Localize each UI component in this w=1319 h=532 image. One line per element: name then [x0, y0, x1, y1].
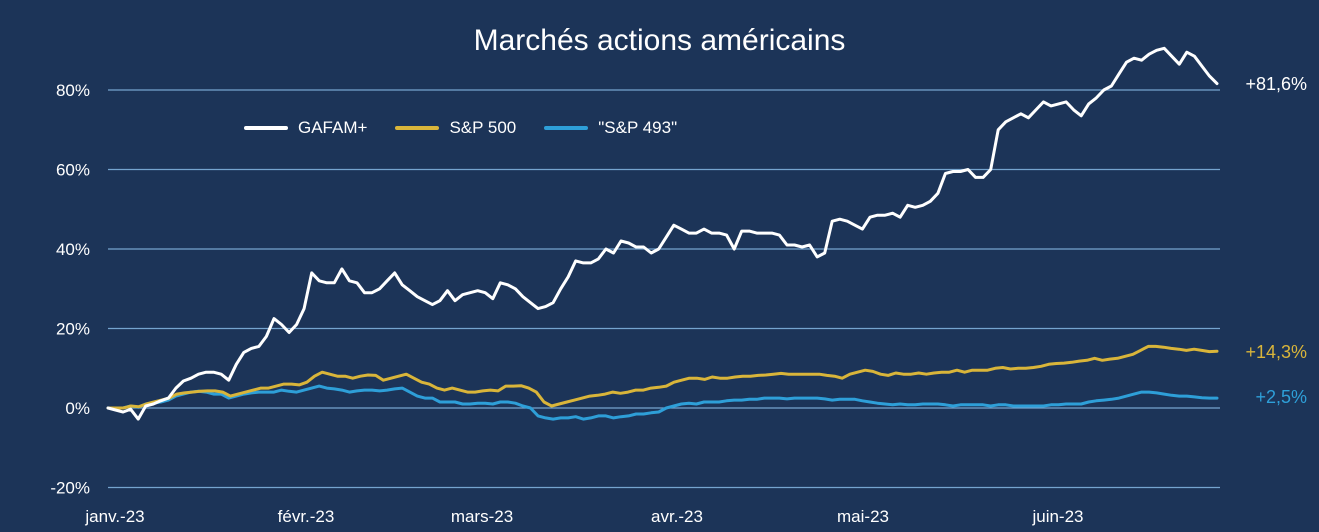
series-line-0 [106, 46, 1219, 421]
series-line-1 [106, 344, 1219, 410]
x-tick-label: janv.-23 [84, 507, 144, 526]
y-tick-label: 0% [65, 399, 90, 418]
legend-item-gafam: GAFAM+ [244, 118, 367, 138]
legend-swatch-gafam [244, 126, 288, 130]
y-tick-label: 80% [56, 81, 90, 100]
x-tick-label: mai-23 [837, 507, 889, 526]
x-tick-label: févr.-23 [278, 507, 335, 526]
y-tick-label: 60% [56, 161, 90, 180]
legend: GAFAM+ S&P 500 "S&P 493" [244, 118, 677, 138]
legend-label-sp493: "S&P 493" [598, 118, 678, 137]
x-tick-label: mars-23 [451, 507, 513, 526]
end-label-gafam: +81,6% [1245, 74, 1307, 94]
y-tick-label: 20% [56, 320, 90, 339]
y-tick-label: -20% [50, 479, 90, 498]
legend-label-gafam: GAFAM+ [298, 118, 368, 137]
chart-title: Marchés actions américains [473, 24, 846, 57]
legend-swatch-sp500 [395, 126, 440, 130]
x-tick-label: avr.-23 [651, 507, 703, 526]
legend-item-sp493: "S&P 493" [544, 118, 677, 138]
y-tick-label: 40% [56, 240, 90, 259]
legend-label-sp500: S&P 500 [449, 118, 517, 137]
end-label-sp493: +2,5% [1255, 387, 1307, 407]
legend-item-sp500: S&P 500 [395, 118, 516, 138]
end-label-sp500: +14,3% [1245, 342, 1307, 362]
x-tick-label: juin-23 [1031, 507, 1083, 526]
legend-swatch-sp493 [544, 126, 589, 130]
series-line-2 [106, 384, 1219, 421]
